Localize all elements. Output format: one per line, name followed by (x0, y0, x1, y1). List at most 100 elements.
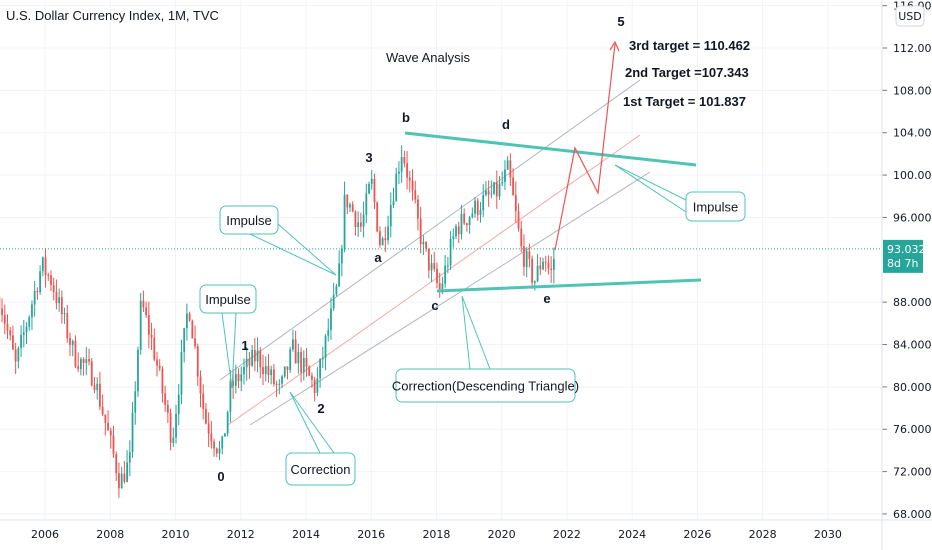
candle-body (47, 274, 50, 276)
arrow-head-icon (609, 40, 620, 52)
candle-body (101, 406, 104, 415)
target2-label: 2nd Target =107.343 (625, 65, 749, 80)
candle-body (31, 304, 33, 318)
candle-body (243, 367, 245, 375)
candle-body (476, 200, 479, 215)
candle-body (118, 473, 120, 489)
candle-body (313, 379, 316, 393)
candle-body (25, 326, 28, 333)
candle-body (210, 433, 213, 442)
candle-body (69, 337, 71, 345)
candle-body (389, 205, 392, 227)
candle-body (226, 411, 229, 434)
target1-label: 1st Target = 101.837 (623, 94, 746, 109)
candle-body (357, 222, 360, 227)
x-tick-label: 2016 (357, 528, 385, 541)
candle-body (215, 448, 218, 454)
candle-body (93, 385, 96, 391)
candle-body (9, 330, 12, 336)
candle-body (112, 435, 115, 455)
y-tick-label: 88.000 (893, 296, 932, 309)
candle-body (96, 383, 99, 391)
candle-body (22, 332, 25, 335)
last-price-label: 93.032 (887, 243, 926, 256)
candle-body (552, 258, 555, 270)
candle-body (471, 213, 474, 218)
candle-body (139, 300, 142, 350)
candle-body (463, 213, 466, 224)
candle-body (88, 359, 90, 362)
candle-body (164, 393, 167, 405)
candle-body (376, 202, 379, 232)
candle-body (400, 157, 403, 172)
candle-body (196, 346, 199, 377)
x-tick-label: 2024 (618, 528, 646, 541)
wave-label: 1 (241, 338, 248, 353)
x-tick-label: 2018 (422, 528, 450, 541)
candle-body (77, 366, 80, 370)
candle-body (85, 359, 88, 363)
candle-body (365, 193, 368, 215)
candle-body (384, 238, 387, 241)
candle-body (33, 291, 36, 305)
candle-body (504, 169, 506, 182)
candle-body (120, 473, 123, 489)
candle-body (395, 173, 398, 202)
candle-body (327, 329, 330, 336)
candle-body (422, 241, 425, 245)
callout-box (685, 191, 746, 222)
candle-body (267, 366, 270, 375)
wave-label: a (374, 250, 382, 265)
candle-body (44, 257, 47, 275)
candle-body (240, 374, 243, 382)
candle-body (253, 349, 256, 362)
candle-body (362, 214, 365, 227)
countdown-label: 8d 7h (887, 257, 918, 270)
channel-line (219, 79, 641, 381)
candle-body (142, 300, 145, 308)
candle-body (199, 376, 202, 394)
candle-body (368, 183, 370, 194)
candle-body (414, 190, 417, 200)
candle-body (52, 285, 55, 292)
candle-body (180, 352, 183, 395)
candle-body (221, 436, 224, 449)
candle-body (419, 218, 422, 245)
candle-body (177, 394, 180, 414)
candle-body (82, 359, 85, 363)
y-tick-label: 80.000 (893, 381, 932, 394)
candle-body (297, 351, 300, 364)
candle-body (28, 317, 31, 327)
candle-body (292, 339, 294, 350)
candle-body (109, 430, 112, 436)
callout-pointer (614, 164, 687, 213)
candle-body (248, 358, 251, 366)
candle-body (147, 315, 150, 335)
candle-body (512, 177, 514, 196)
candle-body (485, 190, 487, 195)
candle-body (205, 408, 207, 424)
candles (0, 145, 555, 498)
candle-body (321, 357, 324, 359)
candle-body (281, 376, 283, 384)
candle-body (520, 228, 523, 247)
currency-badge (895, 5, 925, 27)
candle-body (517, 211, 520, 229)
candle-body (523, 246, 525, 267)
y-tick-label: 96.000 (893, 211, 932, 224)
x-tick-label: 2008 (96, 528, 124, 541)
candle-body (145, 307, 148, 316)
wave-label: b (402, 110, 410, 125)
candle-body (207, 423, 210, 434)
chart-title: U.S. Dollar Currency Index, 1M, TVC (6, 8, 219, 23)
candle-body (264, 366, 267, 375)
candle-body (278, 383, 281, 385)
candle-body (6, 323, 9, 331)
candle-body (150, 334, 153, 338)
callout-box (219, 205, 279, 235)
candle-body (403, 157, 406, 164)
candle-body (430, 263, 433, 271)
candle-body (406, 163, 408, 178)
candle-body (41, 257, 44, 272)
